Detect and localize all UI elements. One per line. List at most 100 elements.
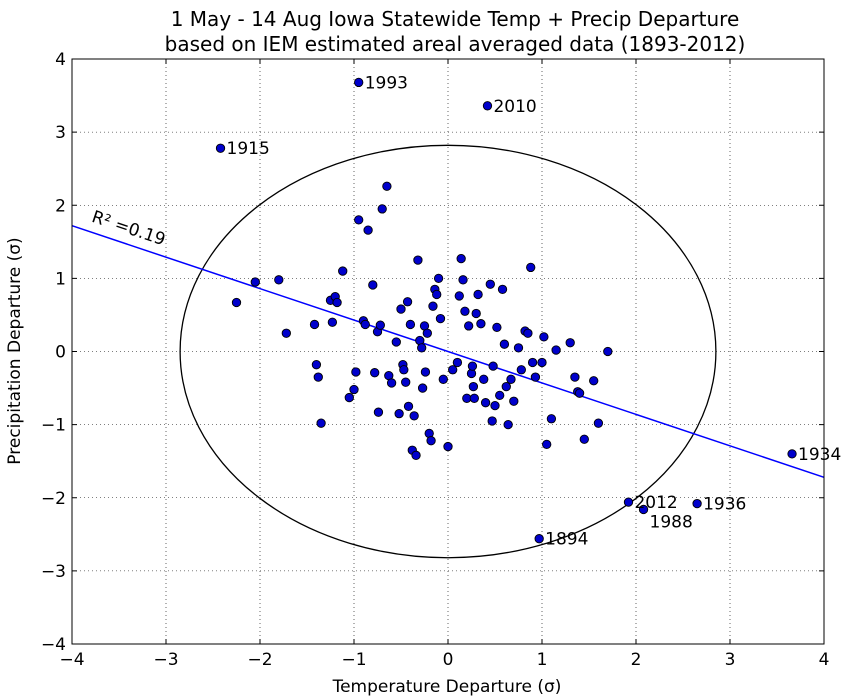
data-point (506, 374, 516, 384)
data-point (375, 320, 385, 330)
data-point (495, 390, 505, 401)
y-tick-label: −4 (41, 635, 66, 655)
data-point (479, 374, 489, 384)
data-point (473, 289, 483, 300)
data-point (413, 255, 423, 265)
y-tick-label: −1 (41, 416, 66, 436)
data-point (516, 365, 526, 375)
x-axis-ticks: −4 −3 −2 −1 0 1 2 3 4 (59, 59, 829, 670)
data-point (438, 374, 448, 384)
chart-title-line1: 1 May - 14 Aug Iowa Statewide Temp + Pre… (171, 7, 740, 31)
data-point (377, 204, 387, 214)
data-point (534, 534, 544, 544)
data-point (215, 143, 226, 153)
x-tick-label: 0 (443, 650, 454, 670)
data-point (467, 361, 478, 371)
data-point (344, 392, 354, 403)
y-tick-label: 4 (55, 50, 66, 70)
data-point (332, 297, 342, 308)
data-point (492, 322, 502, 333)
regression-line (71, 225, 825, 478)
data-point (638, 504, 649, 515)
reference-circle-layer (179, 144, 717, 559)
data-point (497, 284, 508, 294)
data-point (452, 357, 463, 368)
data-point (351, 367, 361, 377)
data-point (373, 407, 384, 417)
data-point (231, 297, 242, 308)
data-point (405, 319, 416, 330)
point-label: 1936 (703, 495, 746, 515)
point-label: 1934 (798, 445, 841, 465)
data-point (313, 372, 323, 382)
data-point (363, 225, 373, 235)
data-point (403, 401, 414, 411)
x-axis-label: Temperature Departure (σ) (332, 677, 562, 697)
data-point (354, 77, 364, 88)
x-tick-label: 1 (537, 650, 548, 670)
data-point (476, 319, 486, 329)
data-point (499, 339, 510, 349)
data-point (354, 215, 364, 225)
data-point (399, 365, 409, 375)
data-point (448, 365, 458, 375)
data-point (487, 416, 497, 426)
data-point (490, 400, 500, 411)
data-point (420, 367, 431, 377)
data-point (471, 308, 481, 319)
y-axis-ticks: −4 −3 −2 −1 0 1 2 3 4 (41, 50, 824, 655)
data-point (574, 388, 585, 398)
data-point (402, 297, 413, 307)
data-point (409, 411, 419, 421)
data-point (417, 343, 427, 353)
data-point (530, 372, 541, 382)
data-point (623, 497, 634, 507)
data-point (435, 313, 446, 324)
point-label: 1988 (650, 512, 693, 532)
data-point (469, 393, 479, 403)
data-point (513, 343, 524, 353)
data-point (309, 319, 320, 330)
data-point (281, 328, 291, 338)
data-point (370, 368, 380, 378)
reference-circle (179, 144, 717, 559)
data-point (482, 101, 493, 111)
y-tick-label: 2 (55, 196, 66, 216)
data-point (593, 418, 604, 428)
data-point (401, 377, 411, 387)
data-point (432, 289, 442, 300)
point-label: 2010 (493, 97, 536, 117)
y-tick-label: 3 (55, 123, 66, 143)
data-point (692, 498, 702, 509)
data-point (428, 301, 438, 311)
x-tick-label: −2 (247, 650, 272, 670)
chart-title-line2: based on IEM estimated areal averaged da… (165, 32, 746, 56)
data-point (327, 317, 338, 327)
data-point (787, 449, 797, 459)
x-tick-label: 3 (725, 650, 736, 670)
data-point (546, 414, 557, 424)
data-point (460, 306, 470, 316)
data-point (485, 279, 495, 289)
data-point (411, 450, 421, 460)
data-point (394, 409, 404, 419)
data-point (422, 328, 432, 338)
data-point (488, 361, 498, 371)
x-tick-label: −3 (153, 650, 178, 670)
data-point (589, 376, 599, 386)
x-tick-label: 2 (631, 650, 642, 670)
data-point (360, 319, 370, 330)
data-point (456, 253, 466, 264)
point-label: 1993 (365, 73, 408, 93)
data-point (396, 304, 406, 314)
data-point (527, 357, 538, 368)
data-point (274, 275, 284, 285)
data-point (349, 384, 359, 395)
y-axis-label: Precipitation Departure (σ) (5, 237, 25, 464)
data-point (526, 262, 536, 273)
data-point (464, 321, 474, 331)
data-point (391, 337, 401, 347)
data-point (537, 357, 547, 368)
y-tick-label: 0 (55, 343, 66, 363)
